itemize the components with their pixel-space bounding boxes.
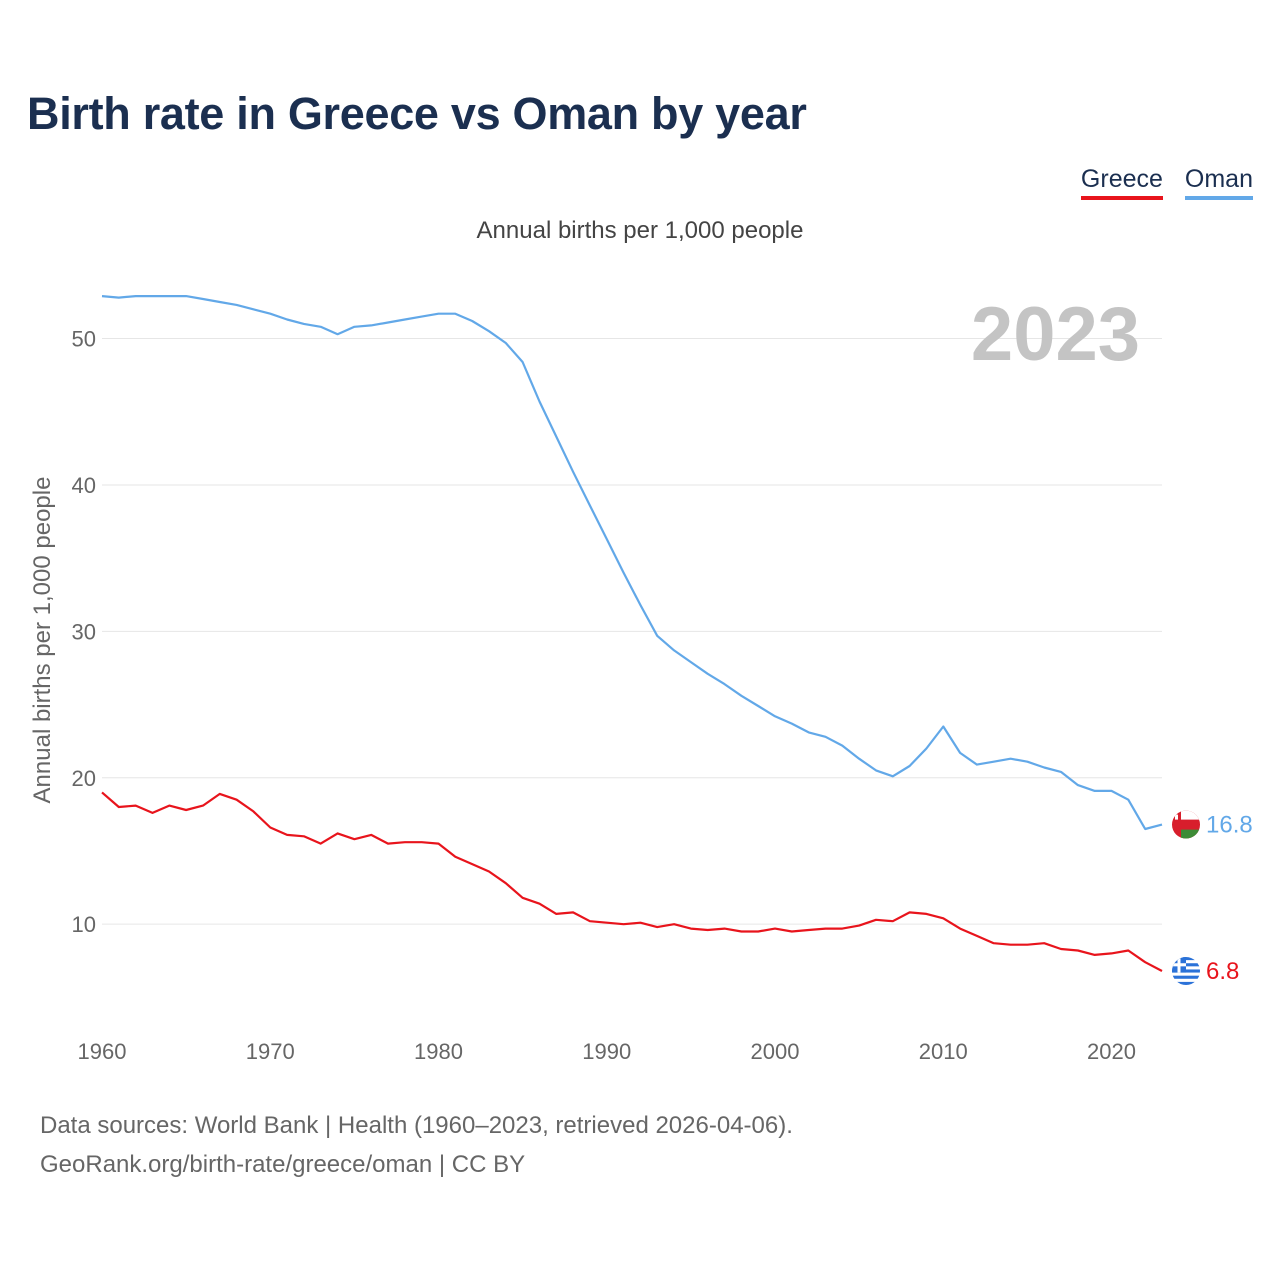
series-endpoints: 6.8 16.8	[1172, 810, 1253, 986]
y-tick-label: 30	[72, 619, 96, 644]
footer: Data sources: World Bank | Health (1960–…	[40, 1106, 793, 1184]
legend: Greece Oman	[1080, 165, 1253, 200]
chart-subtitle: Annual births per 1,000 people	[476, 217, 804, 244]
y-tick-label: 10	[72, 912, 96, 937]
oman-flag-icon	[1172, 810, 1200, 839]
footer-credit: GeoRank.org/birth-rate/greece/oman | CC …	[40, 1151, 526, 1178]
year-highlight: 2023	[971, 292, 1140, 377]
x-tick-label: 1990	[582, 1039, 631, 1064]
legend-item-greece[interactable]: Greece	[1080, 165, 1163, 200]
y-tick-label: 20	[72, 766, 96, 791]
y-axis-label: Annual births per 1,000 people	[29, 477, 56, 804]
end-value-label-greece: 6.8	[1206, 958, 1239, 985]
x-tick-label: 2020	[1087, 1039, 1136, 1064]
grid	[102, 338, 1162, 925]
page-title: Birth rate in Greece vs Oman by year	[27, 88, 807, 139]
y-tick-label: 50	[72, 327, 96, 352]
series-line-oman	[101, 295, 1163, 831]
y-tick-label: 40	[72, 473, 96, 498]
x-tick-label: 1960	[78, 1039, 127, 1064]
x-tick-label: 1970	[246, 1039, 295, 1064]
y-axis-ticks: 10 20 30 40 50	[72, 327, 96, 938]
series-line-greece	[101, 791, 1163, 972]
x-tick-label: 2010	[919, 1039, 968, 1064]
legend-item-oman[interactable]: Oman	[1184, 165, 1253, 200]
x-tick-label: 2000	[751, 1039, 800, 1064]
x-tick-label: 1980	[414, 1039, 463, 1064]
end-value-label-oman: 16.8	[1206, 812, 1253, 839]
footer-sources: Data sources: World Bank | Health (1960–…	[40, 1112, 793, 1139]
x-axis-ticks: 1960 1970 1980 1990 2000 2010 2020	[78, 1039, 1136, 1064]
greece-flag-icon	[1172, 957, 1200, 986]
series	[101, 295, 1163, 972]
